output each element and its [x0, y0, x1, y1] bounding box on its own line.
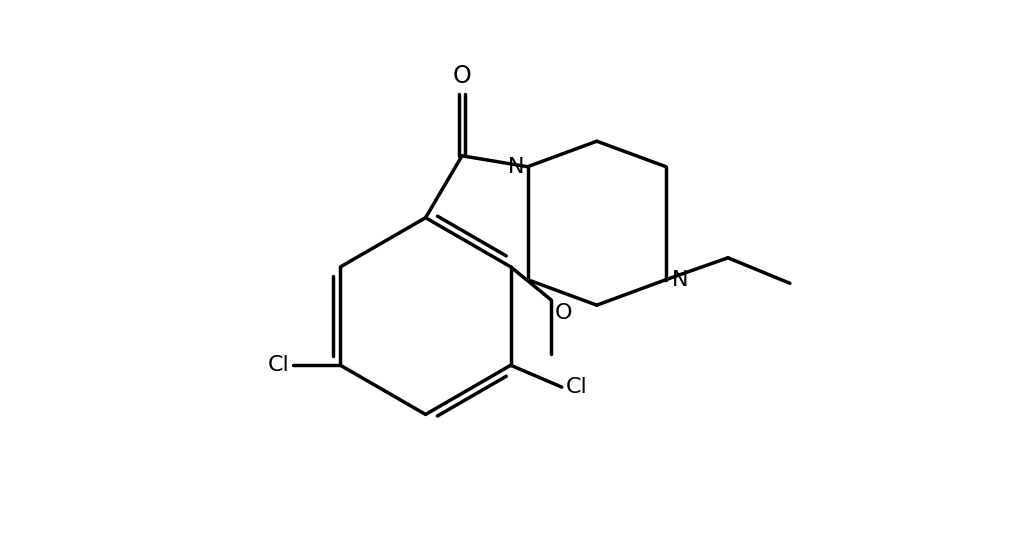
- Text: N: N: [672, 269, 688, 290]
- Text: Cl: Cl: [268, 355, 289, 375]
- Text: Cl: Cl: [565, 377, 587, 397]
- Text: O: O: [554, 303, 571, 323]
- Text: O: O: [452, 64, 471, 88]
- Text: N: N: [508, 157, 524, 177]
